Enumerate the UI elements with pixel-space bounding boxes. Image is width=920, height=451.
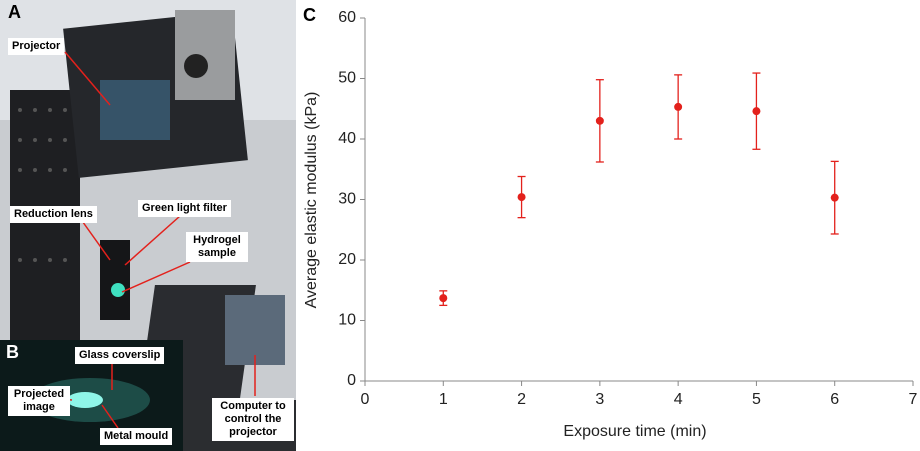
x-tick-label: 3 xyxy=(595,391,604,408)
y-tick-label: 10 xyxy=(338,312,356,329)
point xyxy=(439,294,448,303)
annotation: Projector xyxy=(8,38,65,55)
point xyxy=(595,116,604,125)
annotation: Green light filter xyxy=(138,200,231,217)
y-tick-label: 0 xyxy=(347,372,356,389)
photo-panel xyxy=(0,0,296,451)
annotation: Hydrogel sample xyxy=(186,232,248,262)
annotation: Reduction lens xyxy=(10,206,97,223)
x-tick-label: 6 xyxy=(830,391,839,408)
annotation: Metal mould xyxy=(100,428,173,445)
x-tick-label: 2 xyxy=(517,391,526,408)
point xyxy=(752,107,761,116)
chart: Exposure time (min) Average elastic modu… xyxy=(303,9,918,440)
x-tick-label: 1 xyxy=(439,391,448,408)
point xyxy=(674,102,683,111)
y-tick-label: 40 xyxy=(338,130,356,147)
annotation: Glass coverslip xyxy=(75,347,165,364)
panel-label: B xyxy=(6,342,19,362)
x-tick-label: 4 xyxy=(674,391,683,408)
annotation: Computer to control the projector xyxy=(212,398,294,441)
x-tick-label: 0 xyxy=(361,391,370,408)
panel-label: C xyxy=(303,5,316,25)
panel-label: A xyxy=(8,2,21,22)
y-tick-label: 30 xyxy=(338,191,356,208)
y-axis-title: Average elastic modulus (kPa) xyxy=(303,92,320,309)
y-tick-label: 60 xyxy=(338,9,356,26)
point xyxy=(517,193,526,202)
y-tick-label: 20 xyxy=(338,251,356,268)
x-axis-title: Exposure time (min) xyxy=(563,423,706,440)
point xyxy=(830,193,839,202)
annotation: Projected image xyxy=(8,386,70,416)
x-tick-label: 5 xyxy=(752,391,761,408)
y-tick-label: 50 xyxy=(338,70,356,87)
x-tick-label: 7 xyxy=(909,391,918,408)
